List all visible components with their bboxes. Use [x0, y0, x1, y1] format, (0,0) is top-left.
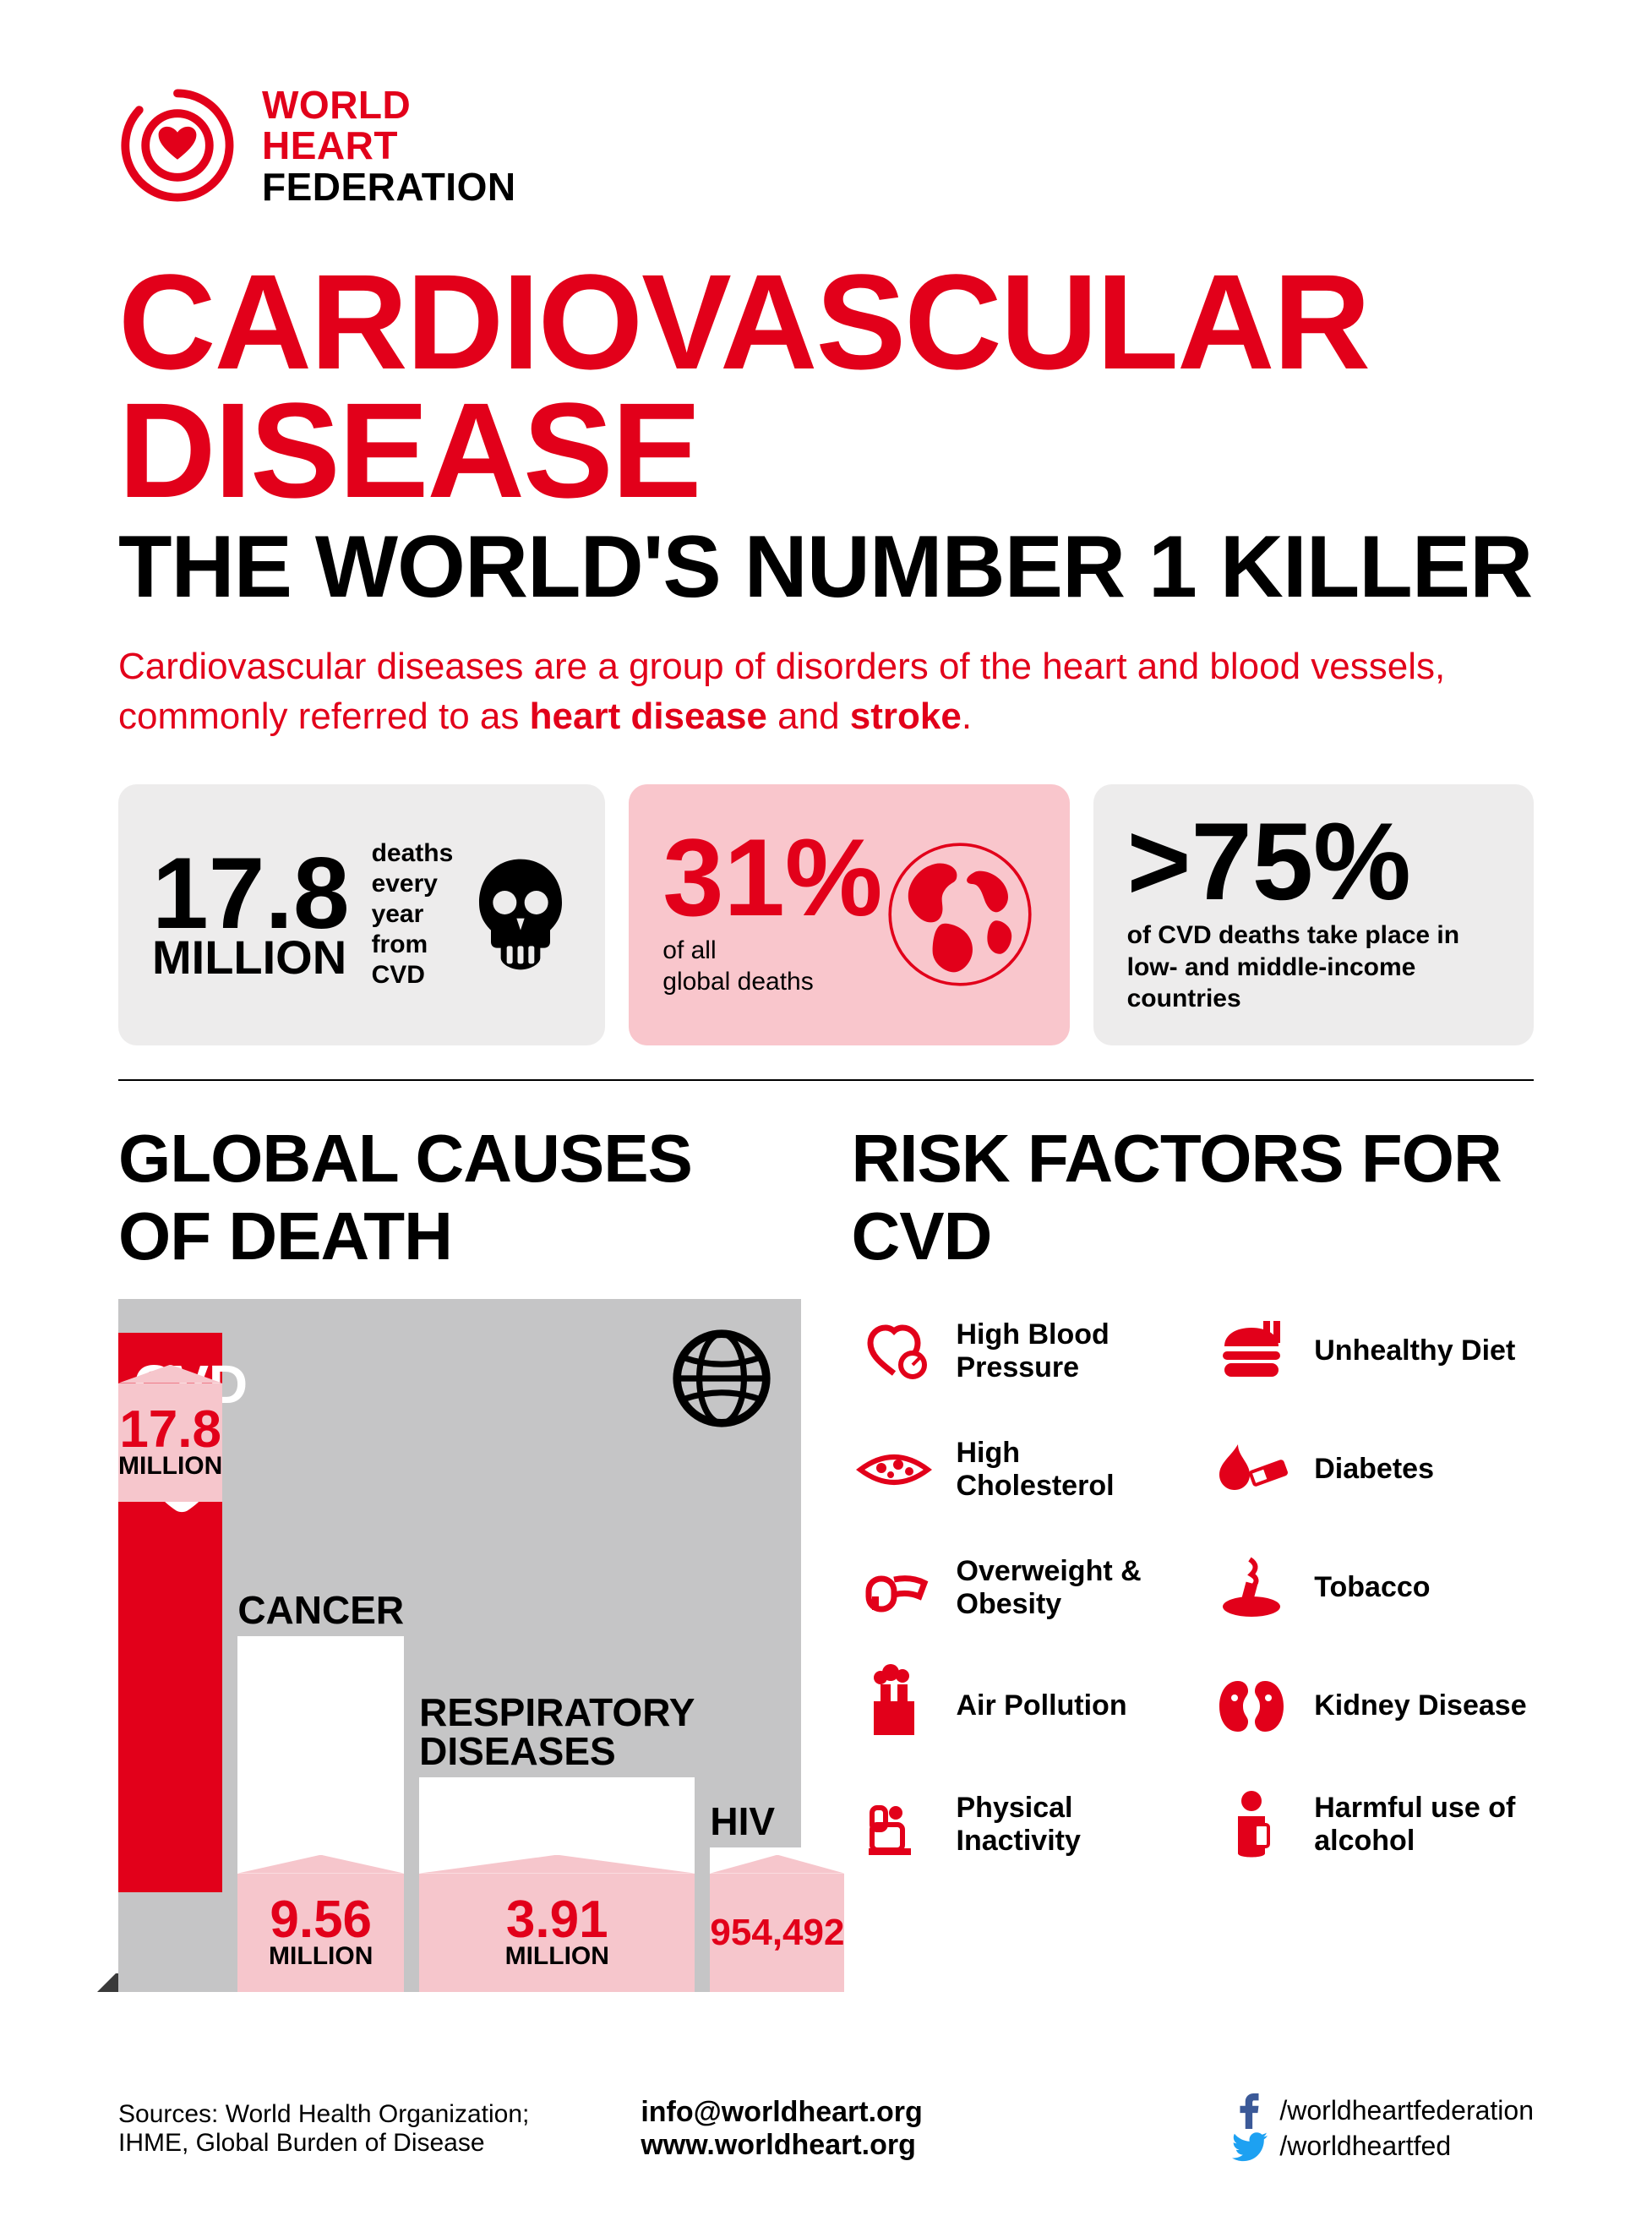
bar-value-tag: 17.8 MILLION — [118, 1383, 222, 1502]
risk-label: Overweight & Obesity — [957, 1555, 1176, 1621]
intro-bold1: heart disease — [530, 696, 767, 737]
bar-unit: MILLION — [118, 1454, 222, 1479]
twitter-handle: /worldheartfed — [1279, 2131, 1451, 2162]
risk-item: Overweight & Obesity — [852, 1546, 1176, 1630]
risk-item: Diabetes — [1209, 1427, 1534, 1512]
alcohol-icon — [1209, 1782, 1294, 1867]
risk-grid: High Blood Pressure Unhealthy Diet High … — [852, 1299, 1535, 1867]
causes-chart: CVD 17.8 MILLION CANCER 9.56 MILLION RES… — [118, 1299, 801, 1992]
email: info@worldheart.org — [641, 2096, 1061, 2129]
stat3-desc: of CVD deaths take place in low- and mid… — [1127, 920, 1500, 1015]
chart-bar: HIV 954,492 — [710, 1383, 844, 1992]
bar-value: 17.8 — [119, 1406, 221, 1454]
stat1-unit: MILLION — [152, 936, 350, 979]
bar-value: 3.91 — [506, 1896, 608, 1944]
intro-post: . — [962, 696, 972, 737]
facebook-icon — [1232, 2093, 1268, 2129]
burger-icon — [1209, 1309, 1294, 1394]
globe-continents-icon — [884, 838, 1036, 990]
pollution-icon — [852, 1664, 936, 1749]
risk-label: Diabetes — [1314, 1453, 1434, 1486]
risk-label: High Blood Pressure — [957, 1318, 1176, 1384]
bar-label: RESPIRATORYDISEASES — [419, 1693, 695, 1777]
subtitle: THE WORLD'S NUMBER 1 KILLER — [118, 523, 1534, 611]
inactivity-icon — [852, 1782, 936, 1867]
chart-bar: RESPIRATORYDISEASES 3.91 MILLION — [419, 1383, 695, 1992]
bar-value: 954,492 — [710, 1916, 844, 1950]
skull-icon — [470, 855, 571, 974]
chart-bar: CVD 17.8 MILLION — [118, 1383, 222, 1992]
bar-value-tag: 9.56 MILLION — [237, 1874, 404, 1992]
risk-item: Kidney Disease — [1209, 1664, 1534, 1749]
risk-item: Unhealthy Diet — [1209, 1309, 1534, 1394]
tobacco-icon — [1209, 1546, 1294, 1630]
risk-item: Air Pollution — [852, 1664, 1176, 1749]
intro-mid: and — [767, 696, 850, 737]
bar-unit: MILLION — [269, 1944, 373, 1969]
risk-item: Tobacco — [1209, 1546, 1534, 1630]
footer: Sources: World Health Organization; IHME… — [118, 2093, 1534, 2164]
stat-box-percent: 31% of all global deaths — [629, 784, 1069, 1045]
logo-line3: FEDERATION — [262, 166, 516, 207]
risk-item: Physical Inactivity — [852, 1782, 1176, 1867]
bar-value: 9.56 — [270, 1896, 372, 1944]
facebook-handle: /worldheartfederation — [1279, 2095, 1534, 2126]
risk-label: Unhealthy Diet — [1314, 1334, 1515, 1367]
stat2-value: 31% — [662, 831, 882, 925]
sources: Sources: World Health Organization; IHME… — [118, 2100, 590, 2158]
logo-line2: HEART — [262, 125, 516, 166]
blood-pressure-icon — [852, 1309, 936, 1394]
kidney-icon — [1209, 1664, 1294, 1749]
risk-label: High Cholesterol — [957, 1437, 1176, 1503]
logo-line1: WORLD — [262, 85, 516, 125]
risk-label: Physical Inactivity — [957, 1792, 1176, 1858]
diabetes-icon — [1209, 1427, 1294, 1512]
risk-label: Harmful use of alcohol — [1314, 1792, 1534, 1858]
intro-bold2: stroke — [850, 696, 962, 737]
bar-value-tag: 3.91 MILLION — [419, 1874, 695, 1992]
stat3-value: >75% — [1127, 815, 1500, 909]
facebook-row: /worldheartfederation — [1232, 2093, 1534, 2129]
chart-bar: CANCER 9.56 MILLION — [237, 1383, 404, 1992]
twitter-icon — [1232, 2129, 1268, 2164]
bar-unit: MILLION — [505, 1944, 609, 1969]
two-column: GLOBAL CAUSES OF DEATH CVD 17.8 MILLI — [118, 1120, 1534, 1992]
bar-body — [237, 1636, 404, 1874]
logo: WORLD HEART FEDERATION — [118, 85, 1534, 207]
risk-label: Air Pollution — [957, 1689, 1127, 1722]
stat-row: 17.8 MILLION deaths every year from CVD — [118, 784, 1534, 1045]
stat1-value: 17.8 — [152, 850, 350, 936]
risk-section: RISK FACTORS FOR CVD High Blood Pressure… — [852, 1120, 1535, 1992]
stat-box-low-income: >75% of CVD deaths take place in low- an… — [1093, 784, 1534, 1045]
bar-label: HIV — [710, 1802, 844, 1847]
risk-item: High Cholesterol — [852, 1427, 1176, 1512]
risk-item: Harmful use of alcohol — [1209, 1782, 1534, 1867]
risk-heading: RISK FACTORS FOR CVD — [852, 1120, 1535, 1275]
risk-label: Kidney Disease — [1314, 1689, 1526, 1722]
twitter-row: /worldheartfed — [1232, 2129, 1534, 2164]
website: www.worldheart.org — [641, 2129, 1061, 2162]
cholesterol-icon — [852, 1427, 936, 1512]
causes-heading: GLOBAL CAUSES OF DEATH — [118, 1120, 801, 1275]
bar-value-tag: 954,492 — [710, 1874, 844, 1992]
risk-label: Tobacco — [1314, 1571, 1430, 1604]
bar-label: CANCER — [237, 1591, 404, 1636]
risk-item: High Blood Pressure — [852, 1309, 1176, 1394]
heart-logo-icon — [118, 86, 237, 205]
causes-section: GLOBAL CAUSES OF DEATH CVD 17.8 MILLI — [118, 1120, 801, 1992]
stat-box-deaths: 17.8 MILLION deaths every year from CVD — [118, 784, 605, 1045]
stat2-desc: of all global deaths — [662, 935, 882, 998]
intro-text: Cardiovascular diseases are a group of d… — [118, 641, 1487, 742]
contact: info@worldheart.org www.worldheart.org — [590, 2096, 1061, 2162]
stat1-desc: deaths every year from CVD — [372, 838, 454, 990]
main-title: CARDIOVASCULAR DISEASE — [118, 258, 1534, 515]
obesity-icon — [852, 1546, 936, 1630]
social: /worldheartfederation /worldheartfed — [1232, 2093, 1534, 2164]
divider — [118, 1079, 1534, 1081]
